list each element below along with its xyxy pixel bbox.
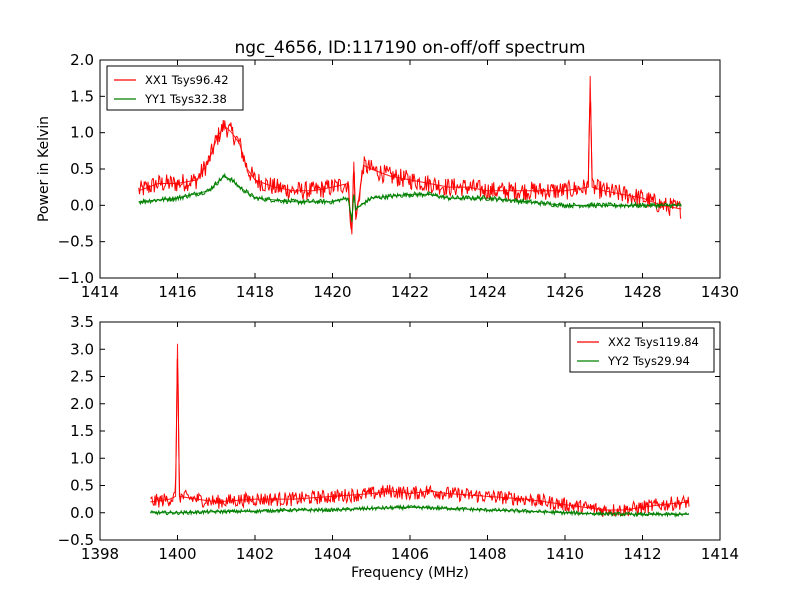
x-tick-label: 1424 (468, 283, 506, 301)
y-tick-label: −0.5 (58, 531, 94, 549)
x-tick-label: 1422 (391, 283, 429, 301)
x-tick-label: 1420 (313, 283, 351, 301)
y-tick-label: 3.0 (70, 340, 94, 358)
legend-entry: XX2 Tsys119.84 (608, 335, 699, 349)
chart-panel-1: 1414 1416 1418 1420 1422 1424 1426 1428 1430 −1.0… (58, 51, 740, 301)
legend-entry: YY1 Tsys32.38 (144, 92, 227, 106)
x-tick-label: 1400 (158, 545, 196, 563)
y-tick-label: 0.5 (70, 477, 94, 495)
legend-entry: YY2 Tsys29.94 (607, 354, 690, 368)
x-tick-label: 1408 (468, 545, 506, 563)
legend-entry: XX1 Tsys96.42 (145, 73, 229, 87)
y-tick-label: −0.5 (58, 233, 94, 251)
x-tick-label: 1406 (391, 545, 429, 563)
x-tick-label: 1398 (81, 545, 119, 563)
x-tick-label: 1414 (81, 283, 119, 301)
y-tick-label: −1.0 (58, 269, 94, 287)
y-tick-label: 0.0 (70, 196, 94, 214)
y-tick-label: 2.0 (70, 51, 94, 69)
x-axis-label: Frequency (MHz) (351, 565, 469, 581)
x-tick-label: 1414 (701, 545, 739, 563)
y-tick-label: 0.5 (70, 160, 94, 178)
legend-box (569, 327, 715, 373)
y-axis-label: Power in Kelvin (36, 116, 52, 222)
y-tick-label: 2.0 (70, 395, 94, 413)
x-tick-label: 1426 (546, 283, 584, 301)
series-points-1-1 (138, 75, 682, 235)
x-tick-label: 1428 (623, 283, 661, 301)
chart-panel-2: 1398 1400 1402 1404 1406 1408 1410 1412 1414 −0.5… (58, 313, 740, 563)
legend-box (106, 65, 244, 111)
chart-title: ngc_4656, ID:117190 on-off/off spectrum (234, 38, 585, 58)
x-tick-label: 1402 (236, 545, 274, 563)
y-tick-label: 1.0 (70, 124, 94, 142)
y-tick-label: 3.5 (70, 313, 94, 331)
x-tick-label: 1412 (623, 545, 661, 563)
series-line-2-2 (150, 503, 690, 518)
y-tick-label: 2.5 (70, 368, 94, 386)
series-points-2-2 (150, 506, 689, 515)
series-points-1-2 (138, 175, 682, 220)
x-tick-label: 1416 (158, 283, 196, 301)
x-tick-label: 1418 (236, 283, 274, 301)
series-line-2-1 (150, 358, 690, 517)
y-tick-label: 1.5 (70, 87, 94, 105)
x-tick-label: 1430 (701, 283, 739, 301)
series-line-1-1 (138, 101, 682, 230)
legend-1: XX1 Tsys96.42 YY1 Tsys32.38 (106, 65, 244, 111)
x-tick-label: 1404 (313, 545, 351, 563)
y-tick-label: 1.0 (70, 449, 94, 467)
y-tick-label: 0.0 (70, 504, 94, 522)
y-tick-label: 1.5 (70, 422, 94, 440)
x-tick-label: 1410 (546, 545, 584, 563)
legend-2: XX2 Tsys119.84 YY2 Tsys29.94 (569, 327, 715, 373)
series-points-2-1 (150, 343, 690, 511)
